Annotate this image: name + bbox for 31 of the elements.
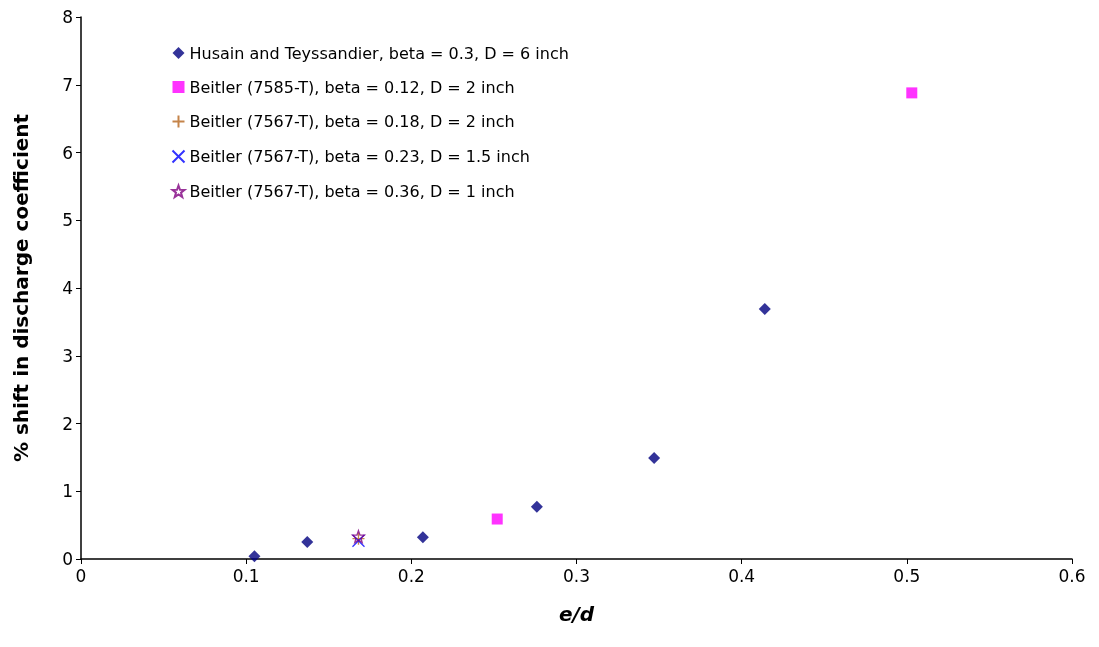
x-tick-label: 0.3 [562,565,591,586]
point [906,87,918,99]
point [530,500,543,513]
x-tick-label: 0.1 [232,565,260,586]
x-tick-label: 0 [75,565,87,586]
x-tick-label: 0.5 [893,565,921,586]
y-axis-title: % shift in discharge coefficient [9,113,33,463]
x-axis-title: e/d [558,602,595,626]
y-tick-label: 0 [62,549,73,569]
y-tick-label: 1 [62,481,73,502]
legend-label: Beitler (7567-T), beta = 0.23, D = 1.5 inch [189,147,530,166]
point [758,303,771,315]
x-tick-label: 0.6 [1058,565,1086,586]
y-tick-label: 8 [62,7,73,27]
point [301,536,314,549]
y-tick-label: 7 [62,74,73,95]
legend-label: Beitler (7585-T), beta = 0.12, D = 2 inch [189,77,515,97]
y-tick-label: 2 [62,413,73,434]
legend-label: Beitler (7567-T), beta = 0.36, D = 1 inch [189,181,515,201]
point [491,513,503,525]
y-tick-label: 5 [62,210,73,231]
point [248,550,261,563]
point [416,531,429,544]
x-tick-label: 0.2 [397,565,425,586]
y-tick-label: 6 [62,142,73,163]
x-tick-label: 0.4 [728,565,756,586]
y-tick-label: 3 [62,345,73,366]
legend-label: Beitler (7567-T), beta = 0.18, D = 2 inch [189,112,515,131]
legend-label: Husain and Teyssandier, beta = 0.3, D = 6 inch [189,43,569,63]
point [648,452,661,465]
y-tick-label: 4 [62,278,73,298]
